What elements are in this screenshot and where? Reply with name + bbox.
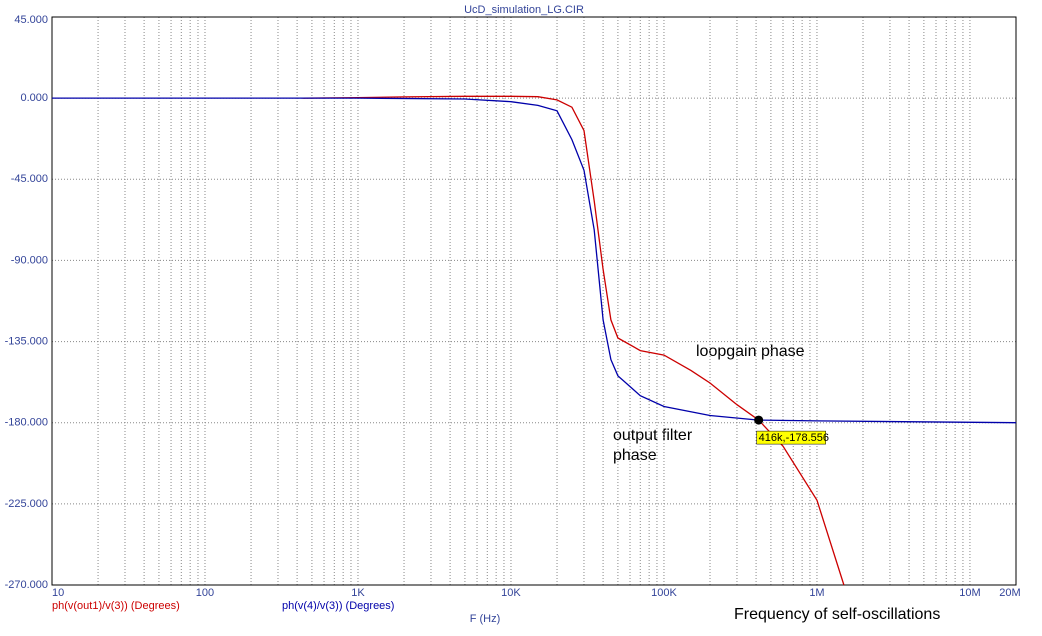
x-tick-label: 20M — [999, 587, 1020, 599]
marker-point — [754, 415, 764, 425]
x-tick-label: 100K — [651, 587, 677, 599]
chart-title: UcD_simulation_LG.CIR — [464, 4, 584, 16]
x-tick-label: 100 — [196, 587, 214, 599]
x-tick-label: 1K — [351, 587, 365, 599]
y-tick-label: 45.000 — [14, 14, 48, 26]
annotation: phase — [613, 447, 657, 464]
annotation: output filter — [613, 427, 693, 444]
x-tick-label: 10 — [52, 587, 64, 599]
annotation: Frequency of self-oscillations — [734, 606, 940, 623]
y-tick-label: 0.000 — [20, 92, 48, 104]
x-axis-label: F (Hz) — [470, 613, 501, 625]
plot-frame — [51, 16, 1017, 586]
marker-label-box — [756, 430, 826, 445]
y-tick-label: -135.000 — [5, 335, 48, 347]
y-tick-label: -270.000 — [5, 579, 48, 591]
x-tick-label: 10M — [959, 587, 980, 599]
series-line — [52, 97, 1017, 424]
y-tick-label: -45.000 — [11, 173, 48, 185]
annotation: loopgain phase — [696, 343, 805, 360]
x-tick-label: 10K — [501, 587, 521, 599]
legend-entry: ph(v(4)/v(3)) (Degrees) — [282, 600, 394, 612]
x-tick-label: 1M — [809, 587, 824, 599]
marker-label: 416k,-178.556 — [759, 432, 829, 444]
y-tick-label: -180.000 — [5, 417, 48, 429]
y-tick-label: -225.000 — [5, 498, 48, 510]
series-line — [302, 95, 845, 586]
y-tick-label: -90.000 — [11, 254, 48, 266]
legend-entry: ph(v(out1)/v(3)) (Degrees) — [52, 600, 180, 612]
